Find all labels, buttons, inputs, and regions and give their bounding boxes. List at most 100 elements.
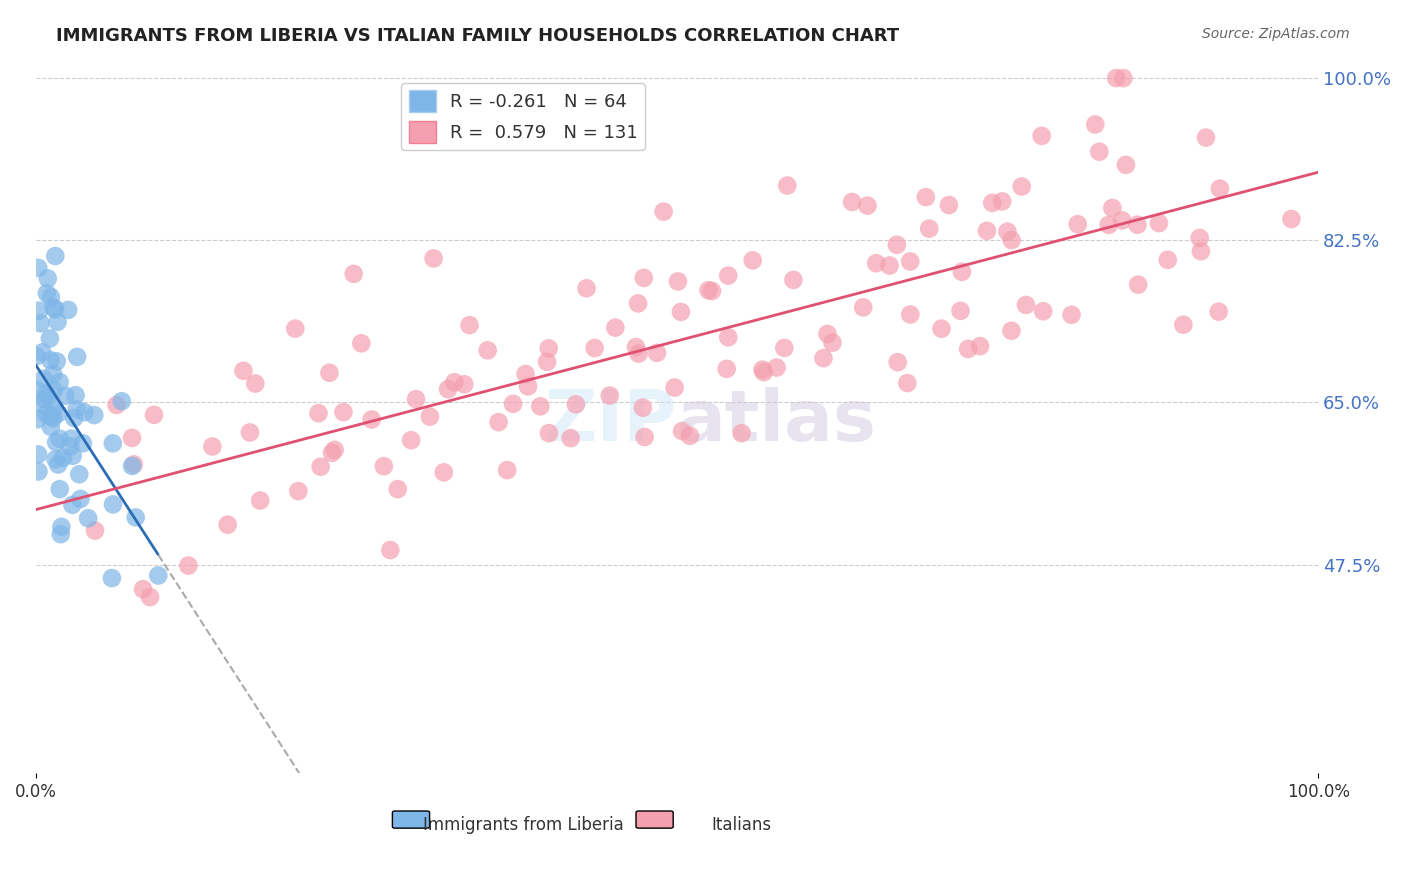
Point	[284, 321, 307, 335]
Point	[1128, 277, 1150, 292]
Point	[957, 342, 980, 356]
Point	[44, 302, 66, 317]
Point	[45, 435, 67, 450]
Point	[453, 377, 475, 392]
Point	[177, 558, 200, 573]
Point	[25, 349, 48, 363]
Point	[624, 340, 647, 354]
Point	[931, 321, 953, 335]
Point	[437, 382, 460, 396]
Point	[201, 440, 224, 454]
Point	[38, 331, 60, 345]
Point	[46, 458, 69, 472]
Point	[879, 259, 901, 273]
Point	[48, 375, 70, 389]
Point	[1067, 217, 1090, 231]
Point	[583, 341, 606, 355]
Point	[323, 442, 346, 457]
Point	[124, 510, 146, 524]
Point	[143, 408, 166, 422]
Point	[443, 375, 465, 389]
Point	[39, 419, 62, 434]
Point	[751, 362, 773, 376]
Point	[49, 482, 72, 496]
Point	[62, 449, 84, 463]
Point	[309, 459, 332, 474]
Point	[773, 341, 796, 355]
Point	[318, 366, 340, 380]
Point	[45, 452, 67, 467]
Point	[537, 342, 560, 356]
Point	[287, 484, 309, 499]
Point	[627, 296, 650, 310]
Point	[105, 398, 128, 412]
Point	[44, 401, 66, 415]
Point	[1208, 304, 1230, 318]
Point	[37, 390, 59, 404]
Point	[63, 411, 86, 425]
Point	[139, 590, 162, 604]
Point	[752, 365, 775, 379]
Point	[488, 415, 510, 429]
Point	[782, 273, 804, 287]
Point	[39, 290, 62, 304]
Text: Immigrants from Liberia: Immigrants from Liberia	[423, 816, 623, 834]
Point	[60, 432, 83, 446]
Point	[669, 305, 692, 319]
Point	[1188, 231, 1211, 245]
Point	[83, 408, 105, 422]
Point	[502, 397, 524, 411]
Point	[56, 302, 79, 317]
Point	[633, 430, 655, 444]
Point	[1279, 211, 1302, 226]
Point	[865, 256, 887, 270]
Point	[1189, 244, 1212, 259]
Point	[122, 458, 145, 472]
Point	[419, 409, 441, 424]
Point	[515, 367, 537, 381]
Point	[148, 568, 170, 582]
Point	[217, 517, 239, 532]
Point	[48, 432, 70, 446]
Legend: R = -0.261   N = 64, R =  0.579   N = 131: R = -0.261 N = 64, R = 0.579 N = 131	[401, 83, 645, 151]
Point	[1011, 179, 1033, 194]
Point	[950, 265, 973, 279]
Point	[631, 401, 654, 415]
Point	[399, 434, 422, 448]
Point	[1001, 233, 1024, 247]
Point	[997, 225, 1019, 239]
Point	[32, 398, 55, 412]
Point	[27, 447, 49, 461]
Point	[717, 268, 740, 283]
Point	[25, 383, 48, 397]
Point	[45, 354, 67, 368]
Point	[232, 364, 254, 378]
Point	[898, 308, 921, 322]
Point	[496, 463, 519, 477]
Point	[42, 384, 65, 398]
Point	[517, 379, 540, 393]
Point	[716, 361, 738, 376]
Point	[46, 315, 69, 329]
Point	[1115, 158, 1137, 172]
Text: ZIP: ZIP	[544, 386, 678, 456]
Point	[32, 372, 55, 386]
Point	[249, 493, 271, 508]
Point	[332, 405, 354, 419]
Text: Source: ZipAtlas.com: Source: ZipAtlas.com	[1202, 27, 1350, 41]
Point	[537, 426, 560, 441]
Point	[700, 284, 723, 298]
Point	[1157, 252, 1180, 267]
Point	[765, 360, 787, 375]
Point	[898, 254, 921, 268]
Point	[1015, 298, 1038, 312]
Point	[938, 198, 960, 212]
Point	[111, 394, 134, 409]
Point	[560, 431, 582, 445]
Point	[976, 224, 998, 238]
Text: Italians: Italians	[711, 816, 772, 834]
Point	[886, 355, 908, 369]
Point	[458, 318, 481, 332]
Point	[72, 436, 94, 450]
Point	[1101, 201, 1123, 215]
